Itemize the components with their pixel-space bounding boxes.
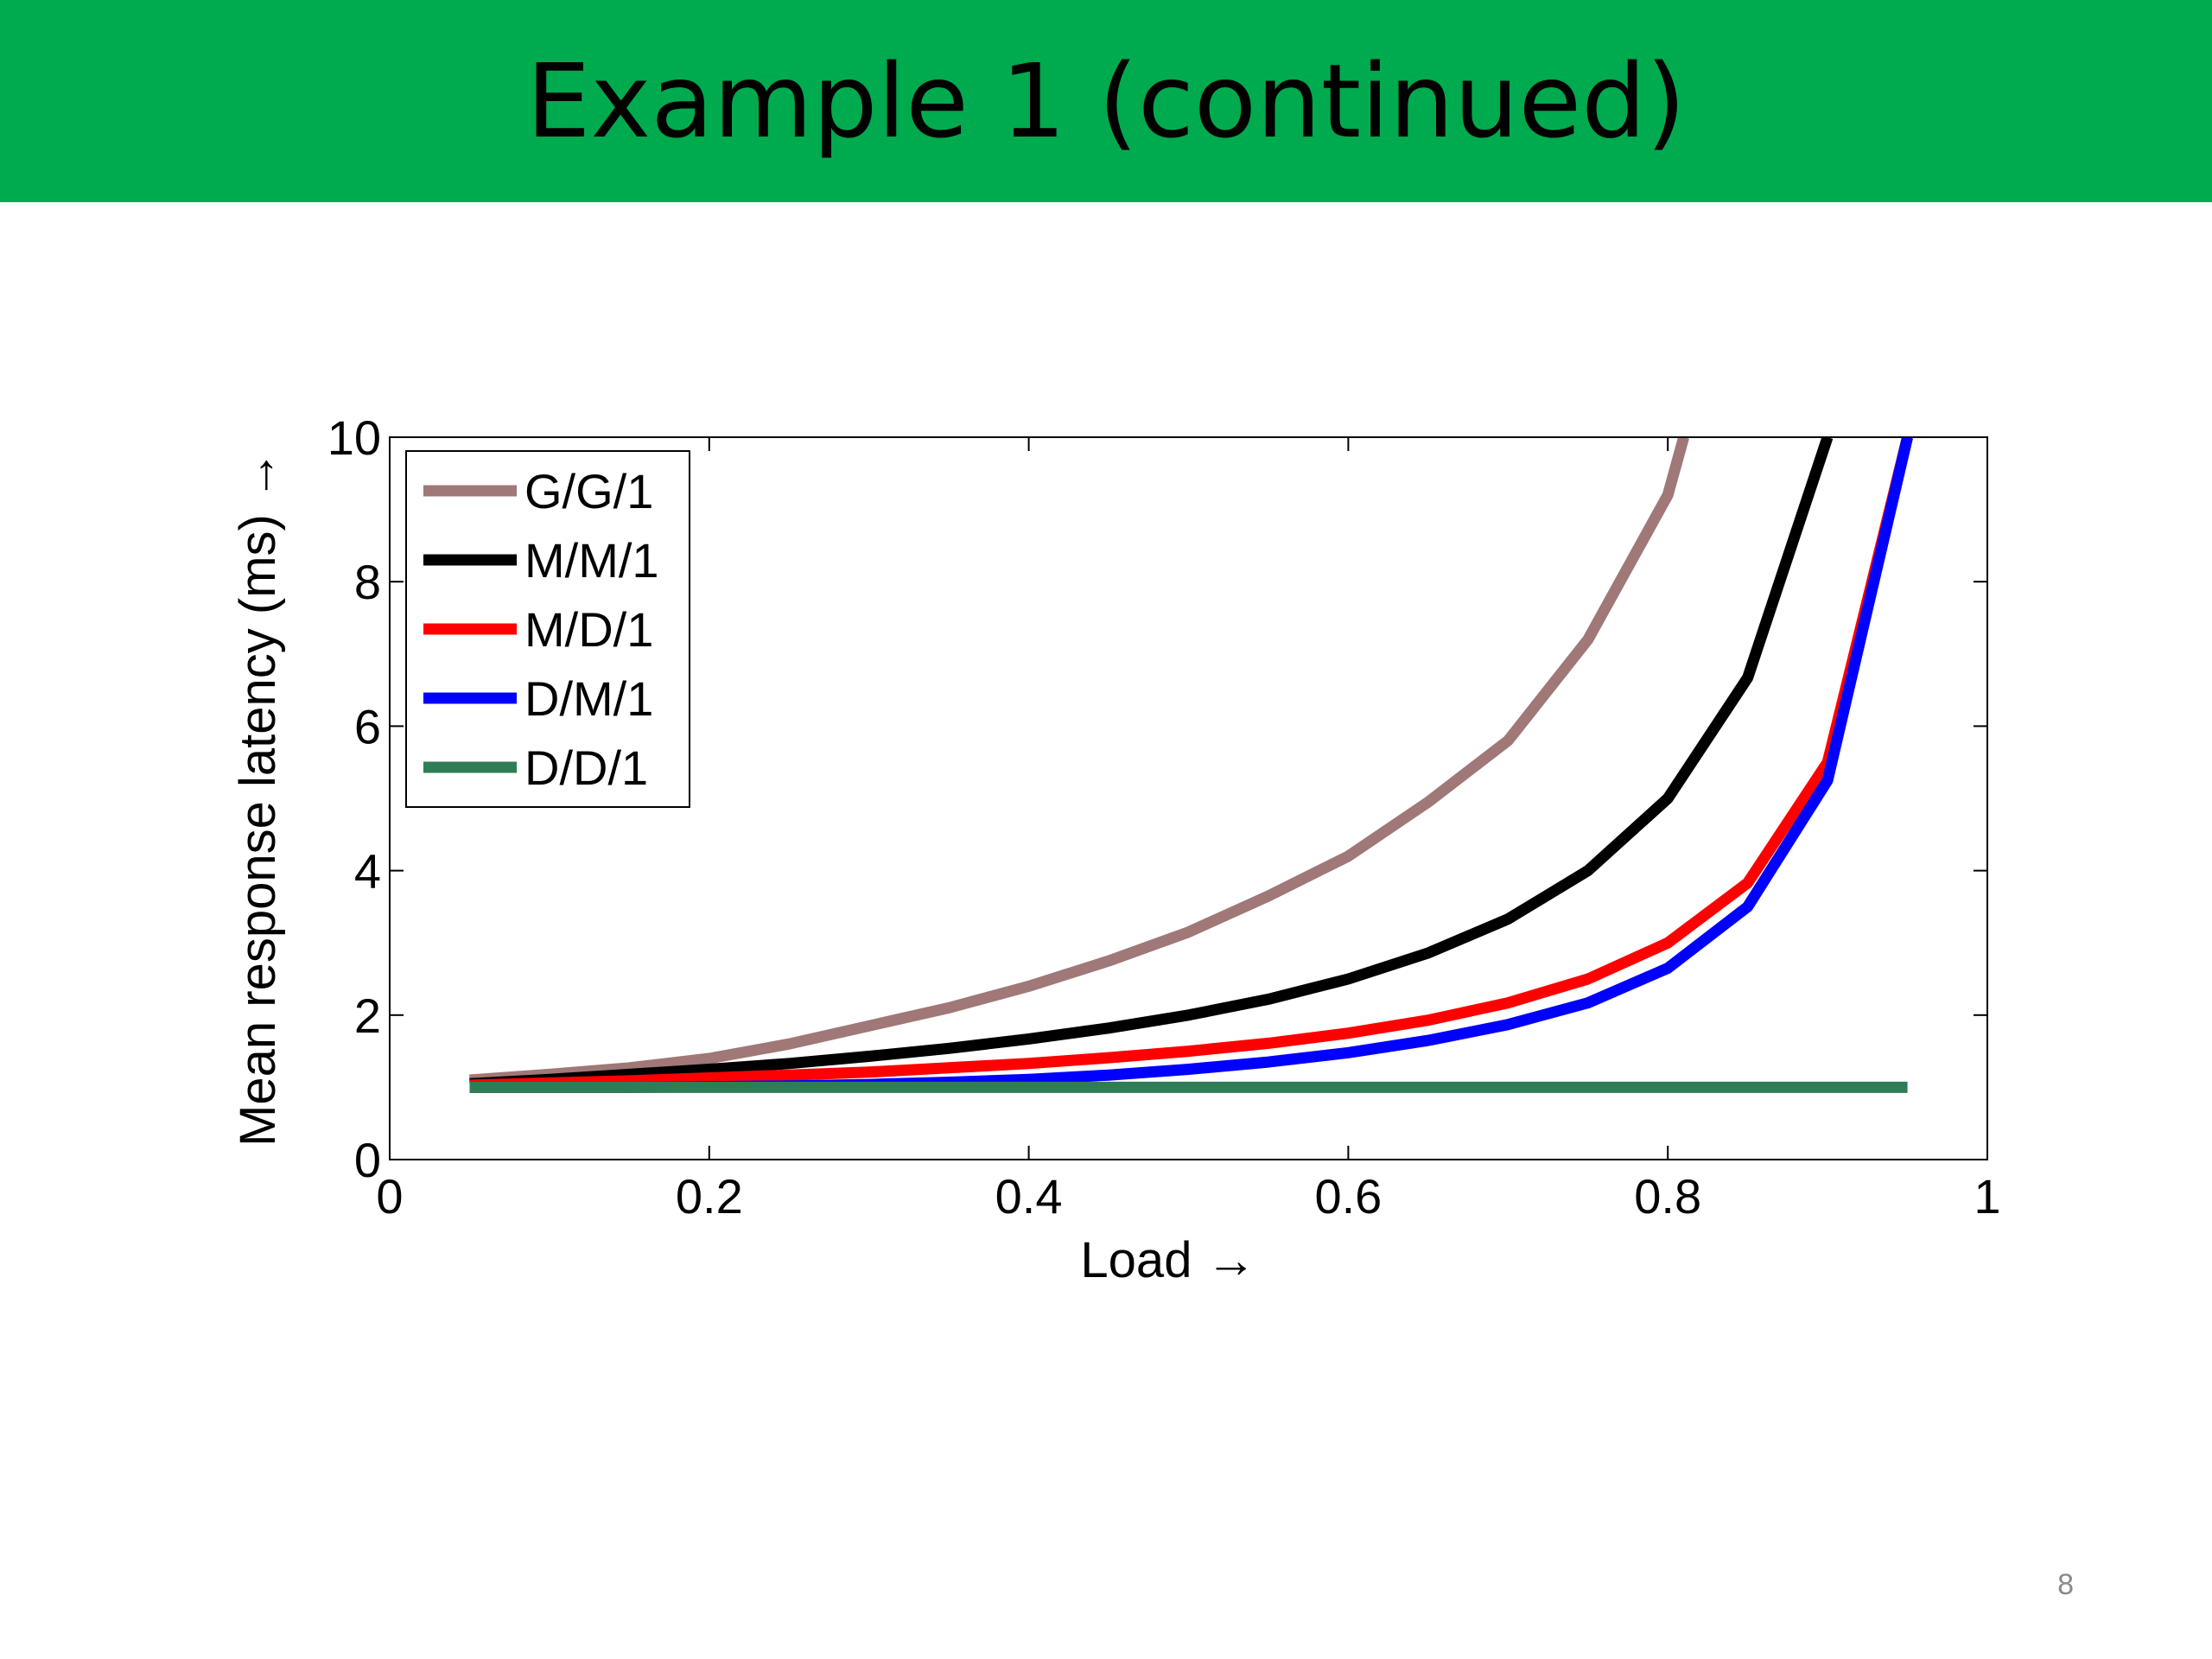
legend: G/G/1 M/M/1 M/D/1 D/M/1 D/D/1 (405, 450, 690, 808)
y-tick-label: 2 (354, 988, 381, 1043)
series-line-m-m-1 (469, 437, 1834, 1090)
slide-title: Example 1 (continued) (525, 41, 1687, 161)
legend-label: M/M/1 (524, 533, 659, 588)
title-bar (0, 0, 2212, 202)
series-line-m-d-1 (469, 437, 1913, 1091)
y-tick-label: 0 (354, 1133, 381, 1187)
x-tick-label: 0.6 (1314, 1169, 1382, 1224)
x-tick-label: 0.8 (1634, 1169, 1701, 1224)
legend-label: G/G/1 (524, 464, 653, 518)
page-number: 8 (2057, 1568, 2074, 1601)
legend-label: D/D/1 (524, 741, 648, 795)
y-tick-label: 10 (327, 410, 381, 465)
x-tick-label: 0.4 (995, 1169, 1063, 1224)
legend-label: M/D/1 (524, 602, 653, 657)
y-tick-label: 4 (354, 844, 381, 899)
x-tick-label: 1 (1974, 1169, 2000, 1224)
y-tick-label: 8 (354, 555, 381, 609)
series-line-g-g-1 (469, 437, 1689, 1086)
x-tick-label: 0 (376, 1169, 403, 1224)
legend-label: D/M/1 (524, 671, 653, 726)
y-tick-label: 6 (354, 699, 381, 753)
y-axis-label: Mean response latency (ms) → (230, 450, 286, 1147)
x-axis-label: Load → (1080, 1232, 1255, 1288)
plot-frame (389, 436, 1988, 1160)
x-tick-label: 0.2 (676, 1169, 743, 1224)
series-layer (469, 437, 1913, 1093)
